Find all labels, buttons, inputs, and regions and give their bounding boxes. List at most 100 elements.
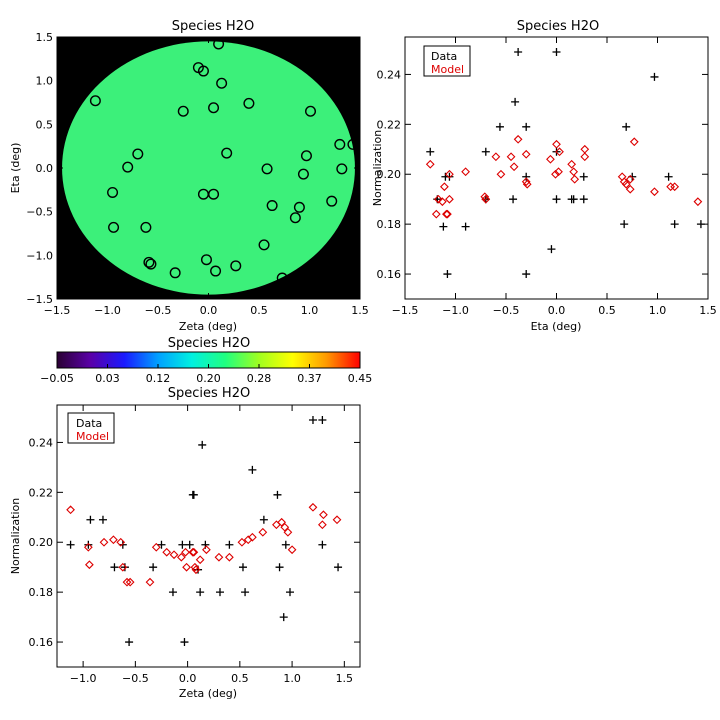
model-point — [521, 149, 531, 159]
model-point — [125, 577, 135, 587]
colorbar-tick-label: −0.05 — [40, 372, 74, 385]
map-point — [216, 77, 228, 89]
x-tick-label: 1.0 — [301, 304, 319, 317]
model-point — [258, 527, 268, 537]
colorbar-panel: Species H2O −0.05 0.03 0.12 0.20 0.28 0.37 0.4… — [40, 336, 372, 385]
data-point — [259, 515, 268, 524]
model-point — [225, 552, 234, 562]
map-xlabel: Zeta (deg) — [179, 320, 237, 333]
data-point — [522, 270, 531, 279]
model-point — [551, 169, 560, 179]
x-tick-label: 0.5 — [598, 304, 616, 317]
colorbar-tick-label: 0.03 — [95, 372, 120, 385]
model-point — [181, 547, 190, 557]
eta-legend-box — [423, 45, 471, 77]
model-point — [116, 537, 126, 547]
map-point — [197, 65, 209, 77]
data-point — [279, 613, 288, 622]
zeta-axes: −1.0 −0.5 0.0 0.5 1.0 1.5 0.16 0.18 0.20 0.22 0.24 — [29, 405, 360, 685]
map-point — [258, 239, 270, 251]
x-tick-label: 0.0 — [548, 304, 566, 317]
model-point — [431, 209, 441, 219]
model-point — [445, 194, 454, 204]
map-point — [200, 254, 212, 266]
map-point — [108, 221, 120, 233]
data-point — [275, 563, 284, 572]
data-point — [120, 563, 129, 572]
data-point — [86, 515, 95, 524]
map-point — [107, 186, 119, 198]
map-point — [221, 147, 233, 159]
x-tick-label: −1.0 — [94, 304, 121, 317]
model-point — [509, 162, 519, 172]
x-tick-label: 0.0 — [200, 304, 218, 317]
data-point — [281, 540, 290, 549]
eta-legend: Data Model — [423, 45, 471, 77]
map-point — [261, 163, 273, 175]
data-point — [569, 195, 578, 204]
model-point — [122, 577, 132, 587]
model-point — [189, 547, 199, 557]
data-point — [308, 415, 317, 424]
map-panel: Species H2O −1.5 −1.0 −0.5 0.0 0.5 1.0 1.5−1.5… — [9, 19, 369, 333]
data-point — [248, 465, 257, 474]
data-point — [84, 540, 93, 549]
map-axes: −1.5 −1.0 −0.5 0.0 0.5 1.0 1.5 −1.5 −1.0 −0.5 0.0 0… — [26, 31, 368, 317]
model-point — [522, 179, 532, 189]
colorbar-tick-label: 0.20 — [196, 372, 221, 385]
map-point — [326, 195, 338, 207]
x-tick-label: 0.0 — [179, 672, 197, 685]
data-point — [509, 195, 518, 204]
eta-panel: Species H2O −1.5 −1.0 −0.5 0.0 0.5 1.0 1.5 0.16… — [371, 19, 717, 333]
model-point — [554, 167, 563, 177]
model-point — [621, 179, 631, 189]
zeta-legend-model: Model — [76, 430, 109, 443]
eta-title: Species H2O — [517, 19, 599, 34]
model-point — [513, 134, 523, 144]
data-point — [552, 195, 561, 204]
map-points — [89, 38, 359, 284]
model-point — [496, 169, 506, 179]
data-point — [157, 540, 166, 549]
eta-ylabel: Normalization — [371, 130, 384, 206]
data-point — [189, 490, 198, 499]
data-point — [552, 47, 561, 56]
y-tick-label: 0.24 — [377, 68, 402, 81]
data-point — [579, 195, 588, 204]
model-point — [319, 510, 328, 520]
model-point — [625, 184, 635, 194]
eta-plot-area — [404, 36, 709, 300]
map-point — [297, 168, 309, 180]
y-tick-label: 0.5 — [36, 118, 54, 131]
x-tick-label: 1.5 — [699, 304, 717, 317]
colorbar-tick-label: 0.12 — [146, 372, 171, 385]
zeta-legend-box — [67, 412, 115, 444]
map-point — [230, 260, 242, 272]
data-point — [670, 220, 679, 229]
model-point — [308, 502, 318, 512]
model-point — [433, 194, 443, 204]
model-point — [442, 209, 451, 219]
map-point — [334, 138, 346, 150]
data-point — [110, 563, 119, 572]
colorbar-title: Species H2O — [168, 336, 250, 351]
map-point — [122, 161, 134, 173]
model-point — [280, 522, 290, 532]
data-point — [443, 270, 452, 279]
model-point — [162, 547, 172, 557]
data-point — [168, 588, 177, 597]
zeta-legend: Data Model — [67, 412, 115, 444]
zeta-title: Species H2O — [168, 386, 250, 401]
data-point — [522, 122, 531, 131]
data-point — [620, 220, 629, 229]
model-point — [145, 577, 155, 587]
eta-legend-data: Data — [431, 50, 457, 63]
y-tick-label: −0.5 — [26, 206, 53, 219]
x-tick-label: −0.5 — [493, 304, 520, 317]
colorbar-tick-label: 0.45 — [348, 372, 373, 385]
data-point — [318, 415, 327, 424]
model-point — [491, 152, 501, 162]
model-point — [277, 517, 287, 527]
model-point — [109, 535, 118, 545]
model-point — [202, 545, 211, 555]
